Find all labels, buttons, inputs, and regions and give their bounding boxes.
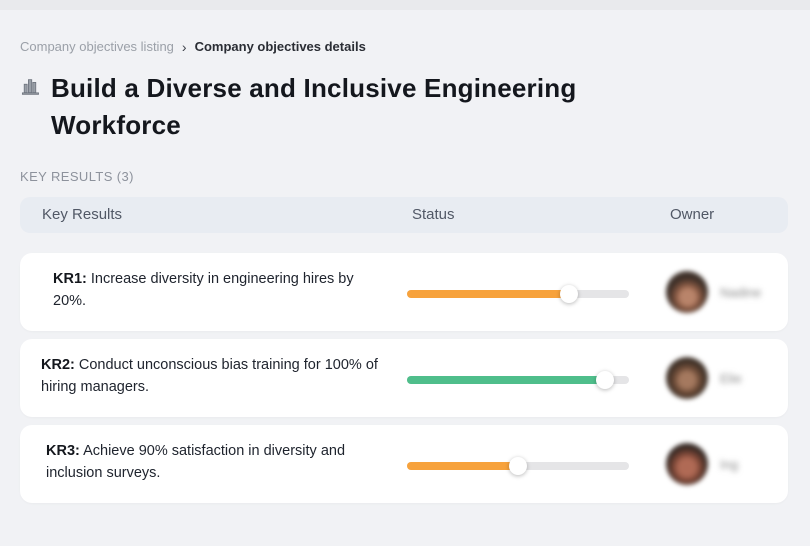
breadcrumb-company-objectives-listing[interactable]: Company objectives listing — [20, 39, 174, 54]
building-bars-icon — [21, 79, 39, 95]
objective-title-block: Build a Diverse and Inclusive Engineerin… — [20, 70, 790, 144]
kr-description: Conduct unconscious bias training for 10… — [41, 357, 378, 395]
page-title-line2: Workforce — [51, 110, 181, 140]
kr-label: KR2: — [41, 357, 75, 373]
key-result-text: KR2: Conduct unconscious bias training f… — [41, 354, 381, 398]
kr-label: KR1: — [53, 271, 87, 287]
owner-cell: Nadine — [666, 271, 761, 313]
owner-name: Ing — [720, 456, 739, 472]
progress-fill — [407, 376, 605, 384]
page-title: Build a Diverse and Inclusive Engineerin… — [51, 70, 576, 144]
key-results-table-header: Key Results Status Owner — [20, 197, 788, 233]
breadcrumb-company-objectives-details: Company objectives details — [194, 39, 366, 54]
kr-description: Achieve 90% satisfaction in diversity an… — [46, 443, 346, 481]
owner-cell: Ing — [666, 443, 738, 485]
progress-slider-kr1[interactable] — [407, 285, 629, 303]
progress-fill — [407, 290, 570, 298]
kr-label: KR3: — [46, 443, 80, 459]
key-result-text: KR3: Achieve 90% satisfaction in diversi… — [46, 440, 368, 484]
avatar — [666, 357, 708, 399]
owner-cell: Elie — [666, 357, 742, 399]
kr-description: Increase diversity in engineering hires … — [53, 271, 354, 309]
column-header-owner: Owner — [670, 206, 715, 223]
key-results-count-label: KEY RESULTS (3) — [20, 169, 134, 184]
slider-handle[interactable] — [509, 457, 527, 475]
column-header-status: Status — [412, 206, 455, 223]
slider-handle[interactable] — [595, 371, 614, 389]
owner-name: Nadine — [720, 284, 762, 300]
chevron-right-icon: › — [181, 38, 187, 55]
key-result-row-kr3[interactable]: KR3: Achieve 90% satisfaction in diversi… — [20, 425, 788, 503]
progress-slider-kr3[interactable] — [407, 457, 629, 475]
progress-fill — [407, 462, 518, 470]
breadcrumb: Company objectives listing › Company obj… — [20, 39, 790, 54]
key-results-list: KR1: Increase diversity in engineering h… — [20, 253, 790, 503]
slider-handle[interactable] — [560, 285, 579, 303]
owner-name: Elie — [720, 370, 742, 386]
key-result-row-kr1[interactable]: KR1: Increase diversity in engineering h… — [20, 253, 788, 331]
column-header-key-results: Key Results — [42, 206, 123, 223]
page-title-line1: Build a Diverse and Inclusive Engineerin… — [51, 73, 577, 103]
avatar — [666, 443, 708, 485]
progress-slider-kr2[interactable] — [407, 371, 629, 389]
window-top-band — [0, 0, 810, 10]
key-result-row-kr2[interactable]: KR2: Conduct unconscious bias training f… — [20, 339, 788, 417]
key-result-text: KR1: Increase diversity in engineering h… — [53, 268, 363, 312]
avatar — [666, 271, 708, 313]
